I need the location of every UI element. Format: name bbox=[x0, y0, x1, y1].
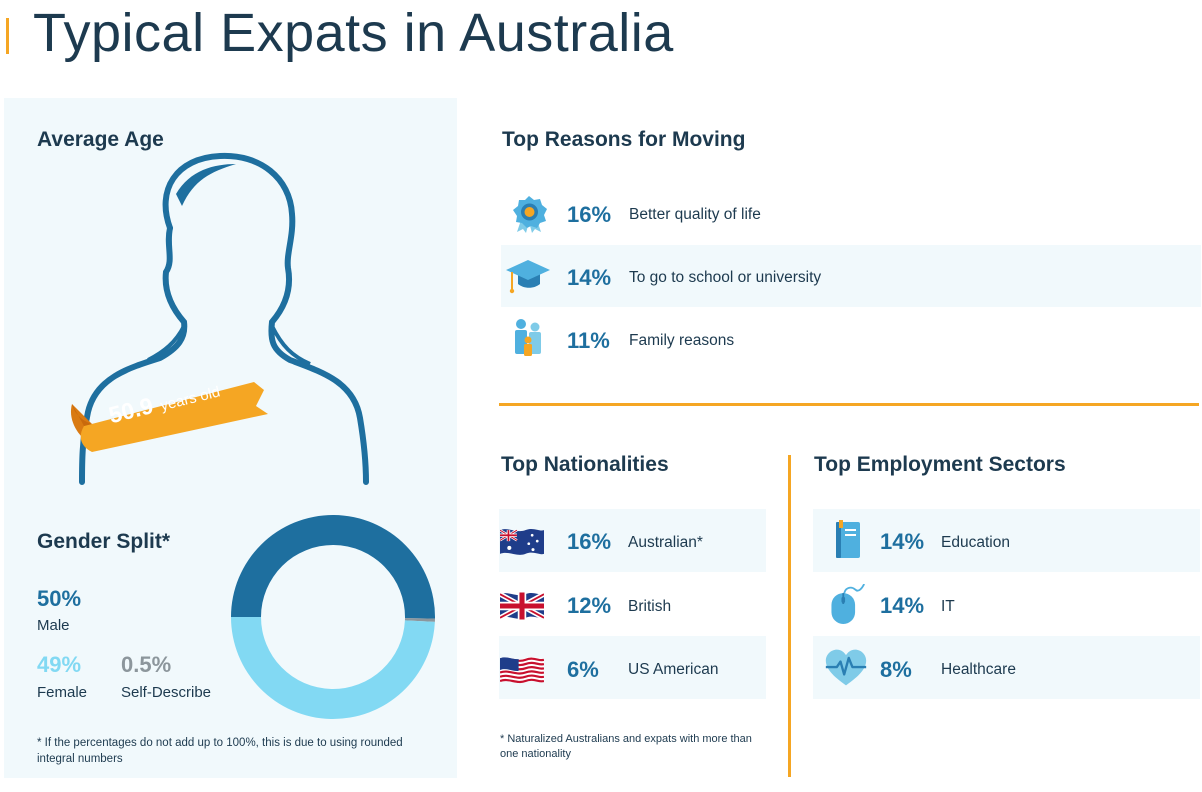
nationality-2-label: British bbox=[628, 598, 672, 615]
sectors-row-band-3 bbox=[813, 636, 1200, 699]
donut-slice-male bbox=[231, 515, 435, 619]
sector-2-label: IT bbox=[941, 598, 955, 615]
gender-split-heading: Gender Split* bbox=[37, 530, 171, 553]
gender-donut-chart bbox=[231, 515, 435, 719]
heartbeat-icon bbox=[825, 649, 867, 686]
page-title: Typical Expats in Australia bbox=[33, 3, 674, 63]
self-describe-percentage: 0.5% bbox=[121, 652, 172, 677]
reason-1-percentage: 16% bbox=[567, 202, 612, 227]
family-icon bbox=[515, 319, 541, 356]
left-panel bbox=[4, 98, 457, 778]
section-divider-vertical bbox=[788, 455, 791, 777]
donut-slice-female bbox=[231, 617, 435, 719]
nationalities-footnote: * Naturalized Australians and expats wit… bbox=[500, 733, 752, 760]
us-flag-icon bbox=[500, 656, 544, 684]
nationality-2-percentage: 12% bbox=[567, 593, 612, 618]
reasons-row-band bbox=[501, 245, 1201, 307]
reason-1-label: Better quality of life bbox=[629, 206, 761, 223]
nationality-1-label: Australian* bbox=[628, 534, 703, 551]
person-silhouette-icon bbox=[70, 152, 369, 485]
gender-footnote: * If the percentages do not add up to 10… bbox=[37, 737, 403, 765]
australia-flag-icon bbox=[500, 528, 544, 555]
self-describe-label: Self-Describe bbox=[121, 684, 212, 701]
title-accent-bar bbox=[6, 18, 9, 54]
nationality-3-percentage: 6% bbox=[567, 657, 599, 682]
nationality-3-label: US American bbox=[628, 661, 719, 678]
award-ribbon-icon bbox=[513, 196, 547, 233]
reasons-heading: Top Reasons for Moving bbox=[502, 128, 746, 151]
nationalities-heading: Top Nationalities bbox=[501, 453, 669, 476]
book-icon bbox=[836, 520, 860, 558]
reason-2-percentage: 14% bbox=[567, 265, 612, 290]
nationality-1-percentage: 16% bbox=[567, 529, 612, 554]
uk-flag-icon bbox=[500, 591, 544, 621]
sectors-heading: Top Employment Sectors bbox=[814, 453, 1066, 476]
sector-2-percentage: 14% bbox=[880, 593, 925, 618]
section-divider-horizontal bbox=[499, 403, 1199, 406]
male-label: Male bbox=[37, 617, 70, 634]
reason-2-label: To go to school or university bbox=[629, 269, 822, 286]
reason-3-percentage: 11% bbox=[567, 328, 610, 353]
male-percentage: 50% bbox=[37, 586, 82, 611]
female-percentage: 49% bbox=[37, 652, 82, 677]
sectors-row-band-1 bbox=[813, 509, 1200, 572]
sector-3-label: Healthcare bbox=[941, 661, 1016, 678]
reason-3-label: Family reasons bbox=[629, 332, 735, 349]
computer-mouse-icon bbox=[831, 584, 865, 624]
sector-1-label: Education bbox=[941, 534, 1010, 551]
donut-slice-self-describe bbox=[404, 618, 435, 622]
sector-1-percentage: 14% bbox=[880, 529, 925, 554]
average-age-heading: Average Age bbox=[37, 128, 164, 151]
female-label: Female bbox=[37, 684, 88, 701]
graduation-cap-icon bbox=[506, 260, 550, 294]
sector-3-percentage: 8% bbox=[880, 657, 912, 682]
